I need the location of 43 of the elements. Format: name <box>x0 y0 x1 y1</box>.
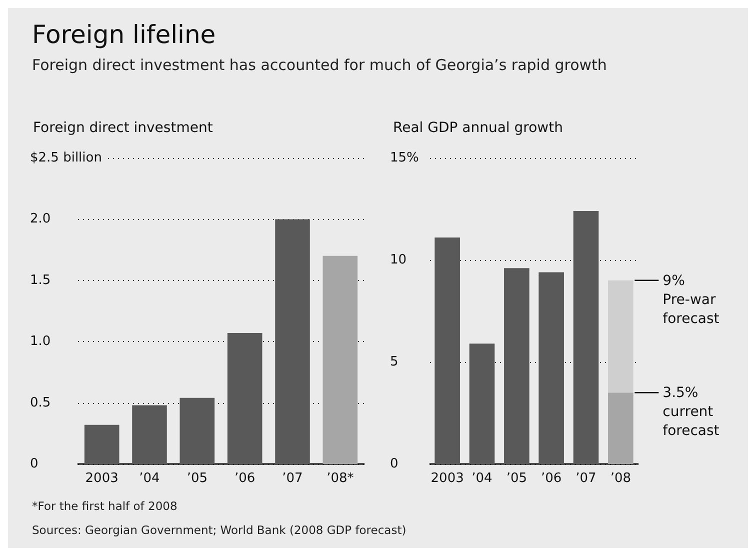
bar <box>434 238 460 464</box>
bar <box>608 280 634 393</box>
annotation: 9% Pre-war forecast <box>662 272 720 327</box>
y-tick-label: 1.0 <box>30 334 51 350</box>
source-note: Sources: Georgian Government; World Bank (2008 GDP forecast) <box>32 522 406 539</box>
bar <box>322 256 358 464</box>
y-tick-label: 1.5 <box>30 272 51 288</box>
x-tick-label: 2003 <box>85 471 118 486</box>
bar <box>573 211 599 464</box>
text: *For the first half of 2008 <box>32 498 178 515</box>
bar <box>538 272 564 464</box>
y-tick-label: 2.0 <box>30 212 51 227</box>
x-tick-label: ’06 <box>540 471 562 486</box>
bar <box>132 405 167 464</box>
x-tick-label: ’06 <box>234 471 256 486</box>
bar <box>469 344 495 464</box>
bar <box>608 392 634 464</box>
x-tick-label: 2003 <box>430 471 464 486</box>
y-tick-label: 0 <box>30 456 38 472</box>
x-tick-label: ’08* <box>326 471 354 486</box>
y-tick-label: 10 <box>390 252 407 268</box>
x-tick-label: ’07 <box>282 471 303 486</box>
x-tick-label: ’04 <box>139 471 160 486</box>
x-tick-label: ’05 <box>186 471 208 486</box>
y-tick-label: 0.5 <box>30 395 51 410</box>
y-tick-label: 0 <box>390 456 398 472</box>
x-tick-label: ’07 <box>576 471 596 486</box>
x-tick-label: ’05 <box>506 471 528 486</box>
y-tick-label: 5 <box>390 354 398 370</box>
bar <box>504 268 530 464</box>
annotation: 3.5% current forecast <box>662 385 720 440</box>
y-axis-title: Foreign direct investment <box>33 120 214 136</box>
bar <box>275 219 310 464</box>
bar <box>84 424 120 464</box>
x-tick-label: ’08 <box>610 471 632 486</box>
bar <box>180 398 215 464</box>
y-tick-label: $2.5 billion <box>30 150 102 166</box>
y-axis-title: Real GDP annual growth <box>393 120 563 136</box>
x-tick-label: ’04 <box>472 471 492 486</box>
bar <box>227 333 262 464</box>
y-tick-label: 15% <box>390 150 419 166</box>
chart-title: Foreign lifeline <box>32 20 216 49</box>
chart-subtitle: Foreign direct investment has accounted for much of Georgia’s rapid growth <box>32 56 607 74</box>
